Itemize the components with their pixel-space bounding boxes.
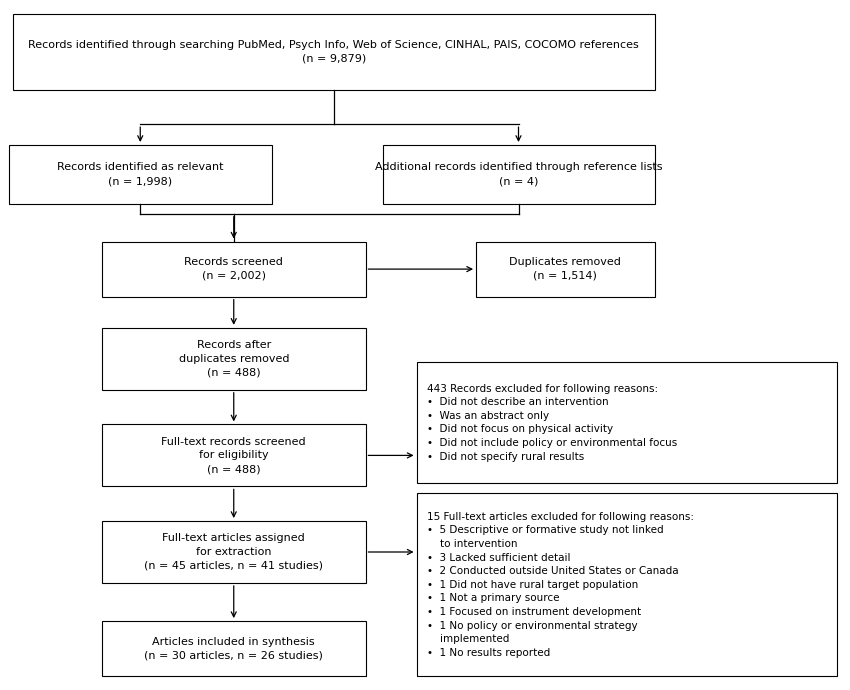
FancyBboxPatch shape: [476, 241, 654, 297]
FancyBboxPatch shape: [102, 424, 366, 486]
Text: Articles included in synthesis
(n = 30 articles, n = 26 studies): Articles included in synthesis (n = 30 a…: [144, 637, 323, 660]
Text: Additional records identified through reference lists
(n = 4): Additional records identified through re…: [375, 162, 662, 186]
Text: Records screened
(n = 2,002): Records screened (n = 2,002): [184, 257, 283, 281]
FancyBboxPatch shape: [416, 362, 837, 483]
FancyBboxPatch shape: [102, 328, 366, 390]
Text: Duplicates removed
(n = 1,514): Duplicates removed (n = 1,514): [509, 257, 621, 281]
FancyBboxPatch shape: [416, 493, 837, 676]
Text: Records identified as relevant
(n = 1,998): Records identified as relevant (n = 1,99…: [57, 162, 224, 186]
FancyBboxPatch shape: [102, 621, 366, 676]
FancyBboxPatch shape: [102, 521, 366, 583]
FancyBboxPatch shape: [8, 145, 272, 204]
Text: 443 Records excluded for following reasons:
•  Did not describe an intervention
: 443 Records excluded for following reaso…: [427, 384, 677, 462]
Text: 15 Full-text articles excluded for following reasons:
•  5 Descriptive or format: 15 Full-text articles excluded for follo…: [427, 512, 694, 658]
Text: Full-text records screened
for eligibility
(n = 488): Full-text records screened for eligibili…: [162, 437, 306, 474]
FancyBboxPatch shape: [102, 241, 366, 297]
Text: Records identified through searching PubMed, Psych Info, Web of Science, CINHAL,: Records identified through searching Pub…: [28, 40, 639, 63]
Text: Full-text articles assigned
for extraction
(n = 45 articles, n = 41 studies): Full-text articles assigned for extracti…: [144, 533, 323, 571]
Text: Records after
duplicates removed
(n = 488): Records after duplicates removed (n = 48…: [178, 340, 289, 377]
FancyBboxPatch shape: [13, 14, 654, 90]
FancyBboxPatch shape: [382, 145, 654, 204]
